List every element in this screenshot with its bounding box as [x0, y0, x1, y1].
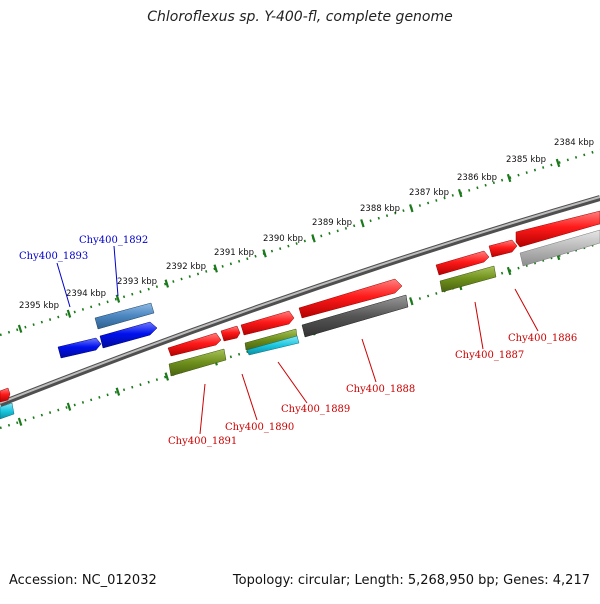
genome-summary-text: Topology: circular; Length: 5,268,950 bp…: [232, 573, 590, 588]
major-tick: [17, 417, 23, 426]
gene-light-gray[interactable]: [519, 229, 600, 267]
gene-olive-left[interactable]: [168, 348, 227, 377]
major-tick: [457, 188, 463, 198]
major-tick: [213, 264, 218, 273]
gene-label-chy400-1887[interactable]: Chy400_1887: [455, 350, 524, 361]
gene-chy400-1887[interactable]: [435, 250, 490, 276]
chromosome-backbone: [0, 195, 600, 407]
leader-lines: [56, 245, 539, 435]
major-tick: [506, 173, 512, 183]
tick-label: 2385 kbp: [506, 155, 546, 165]
accession-text: Accession: NC_012032: [9, 573, 157, 588]
gene-label-chy400-1889[interactable]: Chy400_1889: [281, 404, 350, 415]
major-tick: [66, 309, 72, 318]
gene-label-chy400-1888[interactable]: Chy400_1888: [346, 384, 415, 395]
gene-label-chy400-1891[interactable]: Chy400_1891: [168, 436, 237, 447]
major-tick: [262, 249, 267, 258]
lower-tick-track: [0, 241, 600, 430]
gene-label-chy400-1890[interactable]: Chy400_1890: [225, 422, 294, 433]
gene-chy400-1890[interactable]: [220, 325, 241, 342]
major-tick: [115, 294, 121, 303]
gene-chy400-1889[interactable]: [240, 310, 295, 336]
gene-left-edge-red[interactable]: [0, 387, 11, 403]
reverse-genes: [0, 229, 600, 420]
gene-dark-gray[interactable]: [301, 294, 409, 338]
gene-chy400-1891[interactable]: [167, 332, 222, 357]
scale-labels: 2384 kbp 2385 kbp 2386 kbp 2387 kbp 2388…: [19, 138, 594, 311]
gene-label-chy400-1886[interactable]: Chy400_1886: [508, 333, 577, 344]
tick-label: 2384 kbp: [554, 138, 594, 148]
gene-steel[interactable]: [94, 302, 155, 330]
major-tick: [115, 387, 121, 396]
major-tick: [17, 324, 23, 333]
map-title: Chloroflexus sp. Y-400-fl, complete geno…: [147, 9, 453, 25]
major-tick: [555, 158, 561, 168]
tick-label: 2394 kbp: [66, 289, 106, 299]
gene-labels: Chy400_1886 Chy400_1887 Chy400_1888 Chy4…: [19, 235, 577, 447]
gene-chy400-1893[interactable]: [57, 337, 102, 359]
major-tick: [409, 204, 414, 213]
tick-label: 2386 kbp: [457, 173, 497, 183]
tick-label: 2393 kbp: [117, 277, 157, 287]
major-tick: [409, 297, 414, 306]
gene-chy400-1892[interactable]: [99, 321, 158, 349]
upper-tick-track: [0, 148, 600, 337]
gene-label-chy400-1893[interactable]: Chy400_1893: [19, 251, 88, 262]
tick-label: 2392 kbp: [166, 262, 206, 272]
tick-label: 2395 kbp: [19, 301, 59, 311]
major-tick: [66, 402, 72, 411]
gene-olive-right[interactable]: [439, 265, 497, 293]
tick-label: 2388 kbp: [360, 204, 400, 214]
gene-cyan[interactable]: [246, 335, 300, 356]
chromosome-backbone-highlight: [0, 196, 600, 404]
tick-label: 2389 kbp: [312, 218, 352, 228]
major-tick: [311, 234, 316, 243]
major-tick: [164, 279, 170, 288]
major-tick: [360, 219, 365, 228]
forward-genes: [0, 210, 600, 403]
gene-chy400-1888[interactable]: [298, 278, 403, 319]
gene-left-edge-cyan[interactable]: [0, 402, 15, 420]
major-tick: [164, 372, 170, 381]
gene-label-chy400-1892[interactable]: Chy400_1892: [79, 235, 148, 246]
tick-label: 2391 kbp: [214, 248, 254, 258]
gene-chy400-1886[interactable]: [515, 210, 600, 248]
major-tick: [506, 266, 512, 276]
upper-major-ticks: [17, 158, 561, 333]
gene-fragment[interactable]: [488, 239, 518, 258]
tick-label: 2390 kbp: [263, 234, 303, 244]
tick-label: 2387 kbp: [409, 188, 449, 198]
